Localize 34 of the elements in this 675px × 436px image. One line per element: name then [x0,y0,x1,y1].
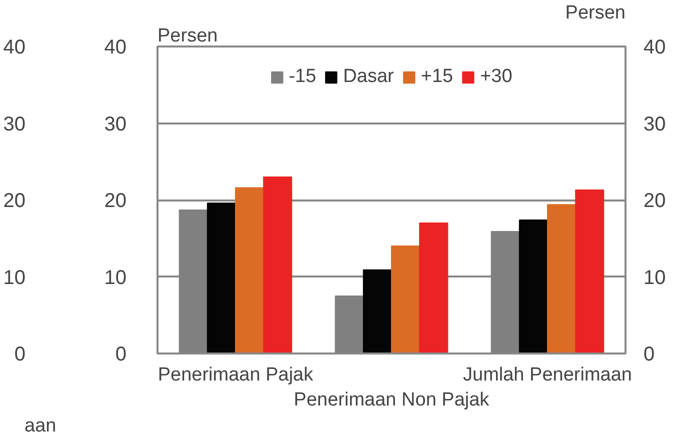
y3-tick-label: 30 [104,113,127,136]
bar [235,187,264,354]
y3-tick-label: 40 [104,36,127,58]
bar [362,269,392,354]
legend-label: +15 [420,66,454,88]
y2-tick-label: 0 [644,344,655,366]
y2-axis-title: Persen [565,2,626,24]
y-tick-label: 20 [3,190,26,212]
y-tick-label: 10 [3,266,26,289]
y3-tick-label: 10 [104,266,127,289]
bar [419,222,448,354]
text: aan [24,416,56,436]
y-tick-label: 0 [14,344,26,366]
y3-tick-label: 0 [115,344,126,366]
y-tick-label: 30 [3,113,26,136]
legend-label: -15 [288,66,316,88]
x-tick-label: Penerimaan Non Pajak [294,390,490,411]
bar [206,202,236,354]
bar [263,176,292,354]
y-tick-label: 40 [3,36,26,58]
bar [575,190,604,354]
y3-tick-label: 20 [104,190,127,212]
legend-label: Dasar [343,66,394,88]
bar [547,204,576,354]
y2-tick-label: 10 [644,266,666,289]
bar [518,219,548,354]
bar [391,246,420,354]
x-tick-label: Jumlah Penerimaan [463,364,632,386]
y2-tick-label: 30 [644,113,666,136]
legend-label: +30 [480,66,512,88]
y2-tick-label: 40 [644,36,666,58]
y2-tick-label: 20 [644,190,666,212]
x-tick-label: Penerimaan Pajak [158,364,314,386]
y-axis-title: Persen [158,26,218,46]
